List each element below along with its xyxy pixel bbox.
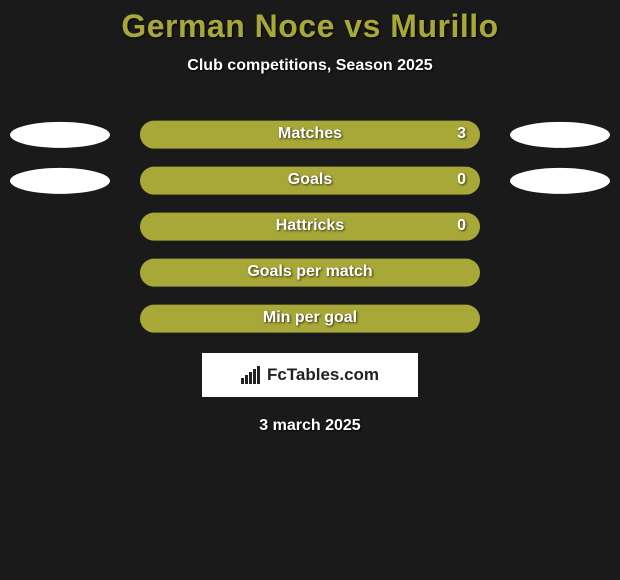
logo-text: FcTables.com bbox=[267, 365, 379, 385]
stat-row: Matches 3 bbox=[0, 115, 620, 161]
stat-bar: Matches 3 bbox=[140, 121, 480, 149]
subtitle: Club competitions, Season 2025 bbox=[0, 57, 620, 75]
infographic-container: German Noce vs Murillo Club competitions… bbox=[0, 0, 620, 580]
stat-label: Goals per match bbox=[140, 263, 480, 281]
stat-label: Goals bbox=[140, 171, 480, 189]
stat-value-right: 0 bbox=[457, 171, 466, 189]
stat-row: Goals per match bbox=[0, 253, 620, 299]
stat-row: Hattricks 0 bbox=[0, 207, 620, 253]
stat-bar: Min per goal bbox=[140, 305, 480, 333]
stat-row: Goals 0 bbox=[0, 161, 620, 207]
stat-bar: Goals 0 bbox=[140, 167, 480, 195]
stat-label: Matches bbox=[140, 125, 480, 143]
stat-label: Min per goal bbox=[140, 309, 480, 327]
logo-box: FcTables.com bbox=[202, 353, 418, 397]
bars-icon bbox=[241, 366, 263, 384]
stat-value-right: 3 bbox=[457, 125, 466, 143]
page-title: German Noce vs Murillo bbox=[0, 8, 620, 45]
stat-row: Min per goal bbox=[0, 299, 620, 345]
right-ellipse bbox=[510, 168, 610, 194]
left-ellipse bbox=[10, 122, 110, 148]
stat-rows: Matches 3 Goals 0 Hattricks 0 Goals per … bbox=[0, 115, 620, 345]
right-ellipse bbox=[510, 122, 610, 148]
stat-bar: Goals per match bbox=[140, 259, 480, 287]
stat-value-right: 0 bbox=[457, 217, 466, 235]
stat-bar: Hattricks 0 bbox=[140, 213, 480, 241]
date-text: 3 march 2025 bbox=[0, 417, 620, 435]
left-ellipse bbox=[10, 168, 110, 194]
stat-label: Hattricks bbox=[140, 217, 480, 235]
